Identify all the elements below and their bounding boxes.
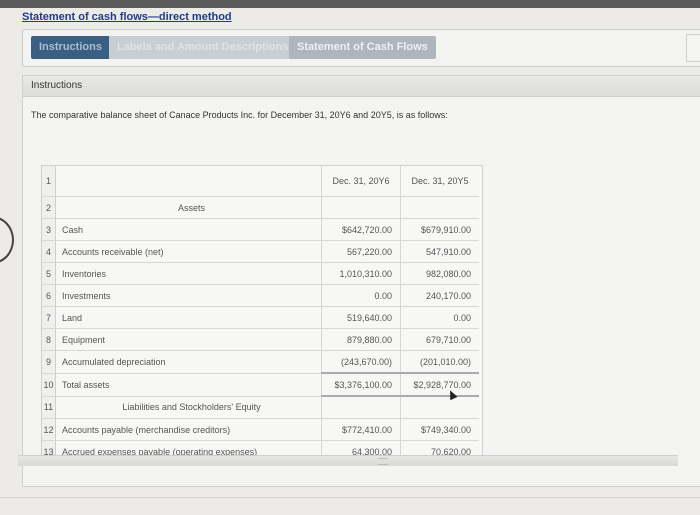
page-title[interactable]: Statement of cash flows—direct method — [22, 11, 232, 23]
value-20y5: 547,910.00 — [400, 240, 479, 263]
row-label: Total assets — [55, 373, 322, 397]
row-label: Land — [55, 306, 322, 329]
section-heading-assets: Assets — [55, 196, 322, 219]
value-20y5: $749,340.00 — [400, 418, 479, 441]
row-label — [55, 166, 322, 197]
value-20y6: $3,376,100.00 — [321, 372, 401, 397]
row-number: 8 — [42, 328, 56, 351]
value-20y5 — [400, 396, 479, 419]
value-20y6: 567,220.00 — [321, 240, 401, 263]
tab-labels-and-amount-descriptions[interactable]: Labels and Amount Descriptions — [109, 36, 297, 59]
value-20y5: $679,910.00 — [400, 218, 479, 241]
table-row: 1 Dec. 31, 20Y6 Dec. 31, 20Y5 — [42, 166, 479, 197]
row-number: 3 — [42, 218, 56, 241]
row-number: 10 — [42, 373, 56, 397]
balance-sheet-table: 1 Dec. 31, 20Y6 Dec. 31, 20Y5 2 Assets 3… — [41, 165, 483, 464]
row-number: 9 — [42, 350, 56, 374]
tab-bar: Instructions Labels and Amount Descripti… — [22, 29, 700, 67]
value-20y5: 679,710.00 — [400, 328, 479, 351]
value-20y6 — [321, 196, 401, 219]
table-row-total: 10 Total assets $3,376,100.00 $2,928,770… — [42, 372, 479, 397]
value-20y5: $2,928,770.00 — [400, 372, 479, 397]
row-label: Investments — [55, 284, 322, 307]
back-arrow-icon[interactable] — [0, 216, 14, 264]
intro-text: The comparative balance sheet of Canace … — [31, 110, 448, 120]
table-row: 8 Equipment 879,880.00 679,710.00 — [42, 328, 479, 351]
nav-box[interactable] — [686, 34, 700, 62]
row-number: 1 — [42, 166, 56, 197]
value-20y6 — [321, 396, 401, 419]
value-20y5: 0.00 — [400, 306, 479, 329]
table-row: 12 Accounts payable (merchandise credito… — [42, 418, 479, 441]
table-row: 5 Inventories 1,010,310.00 982,080.00 — [42, 262, 479, 285]
value-20y6: 879,880.00 — [321, 328, 401, 351]
panel-header: Instructions — [23, 76, 700, 97]
instructions-panel: Instructions The comparative balance she… — [22, 75, 700, 487]
column-header-20y5: Dec. 31, 20Y5 — [400, 166, 479, 197]
row-label: Accounts receivable (net) — [55, 240, 322, 263]
divider — [0, 497, 700, 498]
row-number: 7 — [42, 306, 56, 329]
row-number: 12 — [42, 418, 56, 441]
row-label: Inventories — [55, 262, 322, 285]
section-heading-liabilities: Liabilities and Stockholders' Equity — [55, 396, 322, 419]
row-label: Cash — [55, 218, 322, 241]
row-number: 5 — [42, 262, 56, 285]
value-20y5: 240,170.00 — [400, 284, 479, 307]
value-20y6: 519,640.00 — [321, 306, 401, 329]
table-row: 9 Accumulated depreciation (243,670.00) … — [42, 350, 479, 374]
table-row: 3 Cash $642,720.00 $679,910.00 — [42, 218, 479, 241]
table-row: 4 Accounts receivable (net) 567,220.00 5… — [42, 240, 479, 263]
table-row: 11 Liabilities and Stockholders' Equity — [42, 396, 479, 419]
value-20y5: 982,080.00 — [400, 262, 479, 285]
table-row: 7 Land 519,640.00 0.00 — [42, 306, 479, 329]
value-20y6: (243,670.00) — [321, 350, 401, 374]
row-number: 11 — [42, 396, 56, 419]
column-header-20y6: Dec. 31, 20Y6 — [321, 166, 401, 197]
row-number: 2 — [42, 196, 56, 219]
row-label: Equipment — [55, 328, 322, 351]
value-20y5 — [400, 196, 479, 219]
value-20y6: $772,410.00 — [321, 418, 401, 441]
scroll-grip-icon[interactable] — [378, 458, 388, 465]
top-toolbar — [0, 0, 700, 8]
value-20y6: 0.00 — [321, 284, 401, 307]
tab-statement-of-cash-flows[interactable]: Statement of Cash Flows — [289, 36, 436, 59]
row-label: Accumulated depreciation — [55, 350, 322, 374]
table-row: 6 Investments 0.00 240,170.00 — [42, 284, 479, 307]
row-label: Accounts payable (merchandise creditors) — [55, 418, 322, 441]
row-number: 6 — [42, 284, 56, 307]
table-row: 2 Assets — [42, 196, 479, 219]
row-number: 4 — [42, 240, 56, 263]
horizontal-scrollbar[interactable] — [18, 455, 678, 466]
value-20y6: $642,720.00 — [321, 218, 401, 241]
tab-instructions[interactable]: Instructions — [31, 36, 110, 59]
value-20y5: (201,010.00) — [400, 350, 479, 374]
value-20y6: 1,010,310.00 — [321, 262, 401, 285]
